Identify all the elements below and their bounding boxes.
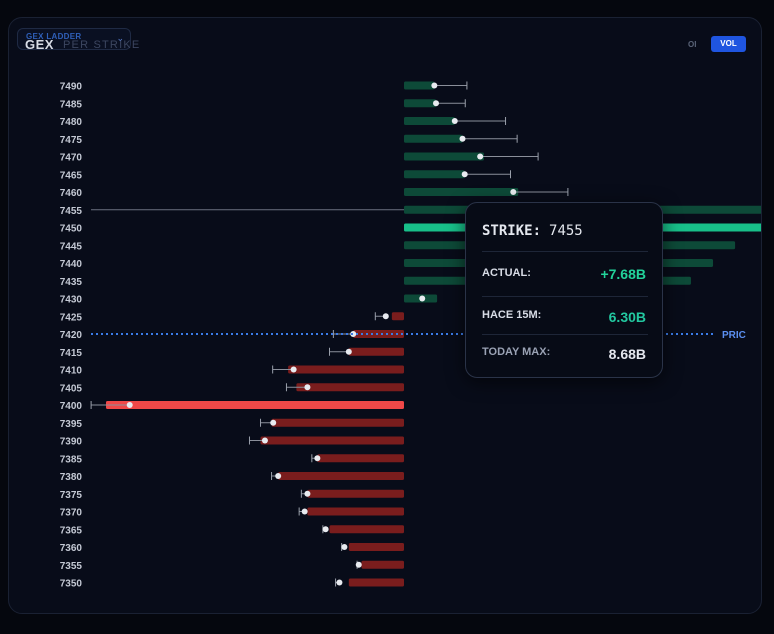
strike-label: 7490	[60, 82, 83, 93]
strike-label: 7460	[60, 188, 83, 199]
gex-bar	[353, 330, 404, 338]
strike-label: 7430	[60, 295, 83, 306]
gex-bar	[307, 489, 404, 498]
strike-label: 7450	[60, 224, 83, 235]
vol-toggle-button[interactable]: VOL	[711, 36, 746, 52]
gex-bar	[404, 99, 437, 108]
gex-bar	[404, 81, 435, 90]
tooltip-strike-label: STRIKE:	[482, 223, 542, 239]
gex-bar	[404, 117, 455, 125]
strike-label: 7410	[60, 366, 83, 377]
strike-label: 7375	[60, 490, 83, 501]
prior-marker	[510, 189, 517, 195]
strike-label: 7360	[60, 543, 83, 554]
prior-marker	[261, 437, 268, 444]
tooltip-hace-label: HACE 15M:	[482, 309, 542, 321]
gex-bar	[348, 578, 404, 587]
prior-marker	[477, 153, 484, 160]
gex-bar	[317, 454, 404, 463]
gex-bar	[348, 347, 404, 356]
gex-bar	[106, 401, 404, 409]
gex-bar	[404, 188, 519, 196]
prior-marker	[270, 419, 277, 426]
strike-label: 7365	[60, 525, 83, 536]
tooltip-hace-value: 6.30B	[608, 309, 646, 325]
strike-label: 7390	[60, 437, 83, 448]
strike-label: 7370	[60, 508, 83, 519]
prior-marker	[382, 313, 389, 320]
gex-bar	[296, 383, 404, 392]
prior-marker	[301, 508, 308, 515]
gex-bar	[288, 365, 404, 374]
gex-bar	[329, 525, 404, 534]
price-line-label: PRIC	[722, 330, 746, 341]
gex-bar	[361, 560, 404, 569]
prior-marker	[304, 490, 311, 497]
prior-marker	[461, 171, 468, 178]
prior-marker	[433, 100, 440, 107]
strike-label: 7415	[60, 348, 83, 359]
strike-label: 7395	[60, 419, 83, 430]
strike-label: 7385	[60, 454, 83, 465]
prior-marker	[275, 473, 282, 479]
prior-marker	[459, 135, 466, 142]
gex-bar	[278, 472, 404, 480]
divider	[482, 296, 648, 297]
gex-bar	[307, 507, 404, 516]
prior-marker	[304, 384, 311, 391]
strike-label: 7485	[60, 99, 83, 110]
strike-label: 7350	[60, 579, 83, 590]
gex-bar	[404, 152, 485, 161]
tooltip-actual-value: +7.68B	[600, 266, 646, 282]
strike-label: 7445	[60, 241, 83, 252]
tooltip-strike-value: 7455	[549, 223, 583, 239]
prior-marker	[355, 561, 362, 568]
strike-label: 7355	[60, 561, 83, 572]
prior-marker	[314, 455, 321, 462]
gex-bar	[391, 312, 404, 321]
tooltip-today-max-label: TODAY MAX:	[482, 346, 551, 358]
prior-marker	[419, 295, 426, 302]
gex-bar	[271, 418, 404, 427]
prior-marker	[431, 82, 438, 89]
prior-marker	[451, 118, 458, 124]
tooltip-today-max-value: 8.68B	[608, 346, 646, 362]
strike-label: 7435	[60, 277, 83, 288]
tooltip-actual-label: ACTUAL:	[482, 267, 531, 279]
strike-label: 7405	[60, 383, 83, 394]
strike-label: 7475	[60, 135, 83, 146]
gex-panel: 7490 7485 7480 7475 7470 7465 7460 7455 7450 7445…	[8, 17, 762, 614]
strike-label: 7455	[60, 206, 83, 217]
prior-marker	[290, 366, 297, 373]
gex-bar	[260, 436, 404, 445]
strike-tooltip: STRIKE: 7455 ACTUAL: +7.68B HACE 15M: 6.3…	[465, 202, 663, 378]
strike-label: 7400	[60, 401, 83, 412]
chart-title: GEX	[25, 37, 54, 52]
view-dropdown-label: GEX LADDER	[26, 32, 82, 41]
gex-bar	[404, 134, 463, 143]
prior-marker	[322, 526, 329, 533]
prior-marker	[126, 402, 133, 408]
prior-marker	[345, 348, 352, 355]
gex-bar	[348, 543, 404, 551]
gex-bar	[404, 170, 465, 179]
oi-toggle-button[interactable]: OI	[688, 40, 697, 49]
prior-marker	[341, 544, 348, 550]
divider	[482, 334, 648, 335]
strike-label: 7380	[60, 472, 83, 483]
chevron-down-icon: ⌄	[116, 33, 124, 43]
tooltip-strike: STRIKE: 7455	[482, 223, 583, 239]
strike-label: 7425	[60, 312, 83, 323]
chart-subtitle: PER STRIKE	[63, 39, 141, 51]
strike-label: 7480	[60, 117, 83, 128]
prior-marker	[350, 331, 357, 337]
strike-label: 7465	[60, 170, 83, 181]
divider	[482, 251, 648, 252]
strike-label: 7440	[60, 259, 83, 270]
prior-marker	[336, 579, 343, 586]
strike-label: 7470	[60, 153, 83, 164]
strike-label: 7420	[60, 330, 83, 341]
view-dropdown[interactable]: GEX LADDER ⌄	[17, 28, 131, 50]
